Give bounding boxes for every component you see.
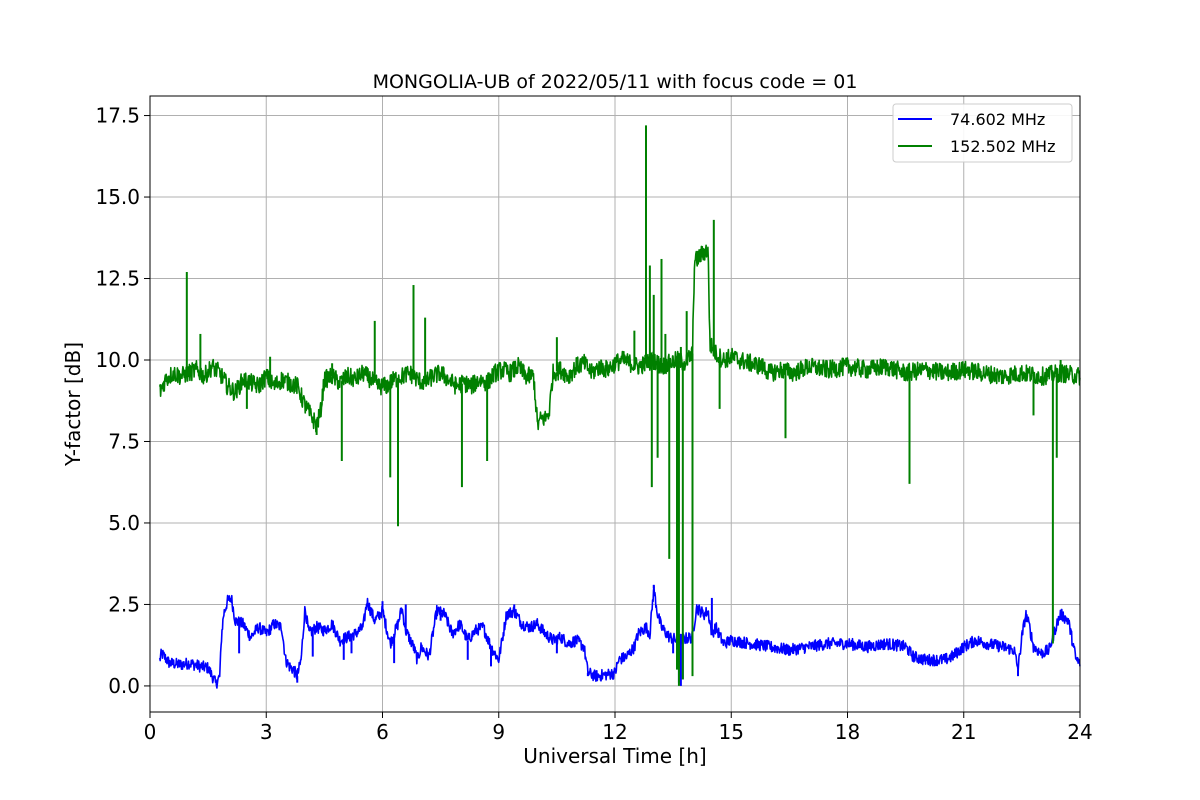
- x-tick-label: 18: [835, 720, 860, 744]
- x-tick-label: 24: [1067, 720, 1092, 744]
- x-tick-label: 21: [951, 720, 976, 744]
- x-tick-label: 12: [602, 720, 627, 744]
- x-tick-label: 3: [260, 720, 273, 744]
- x-tick-label: 15: [719, 720, 744, 744]
- y-tick-label: 0.0: [108, 674, 140, 698]
- y-tick-label: 7.5: [108, 429, 140, 453]
- y-tick-label: 15.0: [95, 185, 140, 209]
- x-axis-label: Universal Time [h]: [523, 744, 706, 768]
- legend-box: [892, 103, 1073, 163]
- legend-label: 74.602 MHz: [950, 110, 1045, 129]
- x-tick-label: 0: [144, 720, 157, 744]
- y-tick-label: 5.0: [108, 511, 140, 535]
- legend: 74.602 MHz 152.502 MHz: [892, 103, 1073, 163]
- series-line: [158, 584, 1081, 689]
- y-axis-label: Y-factor [dB]: [61, 342, 85, 467]
- ticks: 0 3 6 9 12 15 18 21 24 0.0 2.5 5.0 7.5 10.0 12.5 15.0 17…: [95, 104, 1092, 744]
- series-line: [158, 244, 1081, 433]
- y-tick-label: 10.0: [95, 348, 140, 372]
- legend-label: 152.502 MHz: [950, 137, 1055, 156]
- chart-title: MONGOLIA-UB of 2022/05/11 with focus cod…: [373, 71, 858, 93]
- y-tick-label: 17.5: [95, 104, 140, 128]
- x-tick-label: 9: [492, 720, 505, 744]
- y-tick-label: 2.5: [108, 592, 140, 616]
- series-layer: [158, 125, 1081, 689]
- x-tick-label: 6: [376, 720, 389, 744]
- y-tick-label: 12.5: [95, 267, 140, 291]
